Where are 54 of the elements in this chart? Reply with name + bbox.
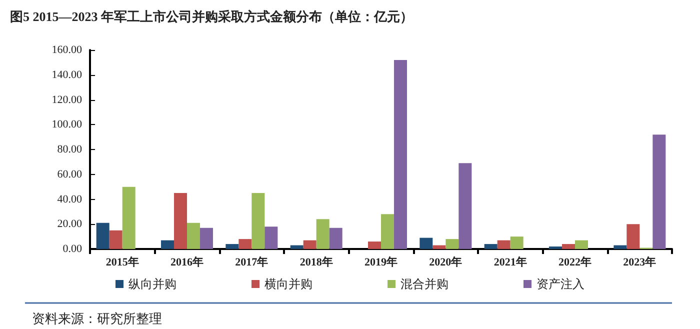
bar	[484, 244, 498, 249]
bar	[122, 186, 136, 249]
bar	[109, 230, 122, 249]
bar	[303, 240, 316, 249]
y-tick-label: 60.00	[57, 168, 82, 180]
bar	[458, 163, 472, 249]
bar	[161, 240, 174, 249]
y-tick-label: 80.00	[57, 144, 82, 156]
bar	[329, 228, 342, 249]
bar	[562, 244, 575, 249]
bar	[187, 222, 200, 249]
y-tick-label: 160.00	[52, 44, 82, 56]
chart-title: 图5 2015—2023 年军工上市公司并购采取方式金额分布（单位：亿元）	[10, 9, 413, 24]
y-tick-label: 20.00	[57, 218, 82, 230]
x-tick-label: 2017年	[235, 256, 268, 268]
x-tick-label: 2020年	[429, 256, 462, 268]
bar	[226, 244, 239, 249]
bar	[96, 222, 110, 249]
x-tick-label: 2023年	[623, 256, 656, 268]
bar	[252, 193, 265, 249]
x-tick-label: 2022年	[558, 256, 592, 268]
y-tick-label: 140.00	[52, 68, 82, 81]
x-tick-label: 2016年	[170, 256, 204, 268]
bar	[575, 240, 588, 249]
bar	[394, 60, 407, 249]
y-tick-label: 100.00	[52, 118, 82, 131]
y-tick-label: 120.00	[52, 94, 82, 106]
bar	[614, 245, 627, 249]
legend-label: 混合并购	[400, 277, 448, 291]
legend-label: 资产注入	[536, 277, 584, 291]
bar	[381, 214, 394, 249]
text: 资料来源：研究所整理	[32, 311, 162, 326]
bar	[497, 240, 510, 249]
x-tick-label: 2019年	[364, 256, 398, 268]
bar	[174, 193, 187, 249]
y-tick-label: 40.00	[57, 193, 82, 206]
bar	[368, 242, 381, 249]
bar	[420, 238, 433, 249]
legend-label: 横向并购	[264, 277, 312, 291]
x-tick-label: 2021年	[494, 256, 527, 268]
bar	[264, 226, 278, 249]
bar	[316, 219, 330, 249]
bar	[652, 134, 666, 249]
x-tick-label: 2018年	[300, 256, 333, 268]
bar	[510, 236, 524, 249]
bar	[626, 224, 640, 249]
bar	[290, 245, 304, 249]
x-tick-label: 2015年	[106, 256, 139, 268]
bar	[446, 239, 459, 249]
bar	[238, 239, 252, 249]
bar	[200, 228, 213, 249]
legend-label: 纵向并购	[128, 277, 176, 291]
y-tick-label: 0.00	[62, 243, 82, 255]
bar	[432, 245, 446, 249]
